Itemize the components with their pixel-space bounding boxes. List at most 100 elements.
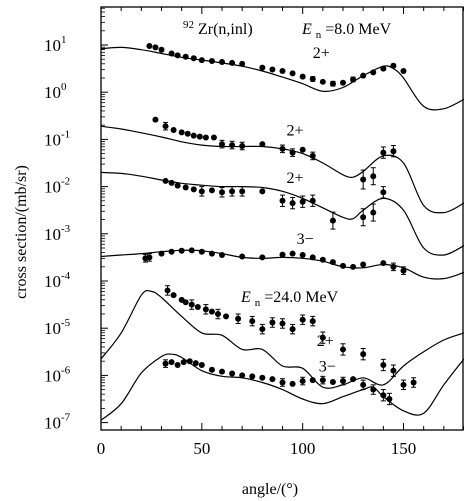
y-tick-label: 10-4: [44, 270, 71, 291]
data-point: [390, 367, 397, 374]
data-point: [319, 334, 326, 341]
data-point: [219, 58, 225, 65]
data-point: [410, 379, 417, 386]
data-point: [380, 149, 387, 156]
data-point: [329, 217, 336, 224]
data-point: [279, 67, 286, 74]
data-point: [192, 360, 199, 367]
energy-value: =8.0 MeV: [325, 21, 391, 38]
data-point: [259, 141, 266, 148]
data-point: [309, 75, 316, 82]
data-point: [340, 262, 346, 269]
data-point: [170, 292, 177, 299]
data-point: [194, 303, 201, 310]
data-point: [174, 362, 181, 369]
energy-symbol: E: [301, 21, 312, 38]
energy-subscript: n: [255, 297, 261, 309]
data-point: [309, 254, 316, 261]
data-point: [309, 152, 316, 159]
data-point: [162, 360, 169, 367]
series-label: 3−: [297, 231, 314, 248]
energy-value: =24.0 MeV: [264, 289, 338, 306]
data-point: [174, 52, 181, 59]
y-tick-label: 101: [44, 34, 67, 55]
data-point: [319, 377, 326, 384]
data-point: [249, 318, 256, 325]
y-tick-label: 10-6: [44, 364, 71, 385]
data-point: [202, 134, 209, 141]
data-point: [279, 145, 286, 152]
y-tick-label: 10-2: [44, 176, 70, 197]
data-point: [390, 62, 397, 69]
data-point: [289, 149, 296, 156]
data-point: [168, 359, 175, 366]
data-point: [279, 197, 286, 204]
data-point: [168, 50, 175, 57]
data-point: [182, 53, 189, 60]
series-label: 2+: [287, 170, 304, 187]
data-point: [182, 184, 189, 191]
data-point: [196, 133, 203, 140]
data-point: [279, 379, 286, 386]
data-point: [400, 381, 407, 388]
data-point: [178, 247, 185, 254]
data-point: [214, 311, 221, 318]
data-point: [229, 59, 236, 66]
data-point: [162, 177, 169, 184]
data-point: [190, 186, 197, 193]
data-point: [219, 189, 225, 196]
data-point: [350, 76, 357, 83]
energy-label-bottom: E n =24.0 MeV: [240, 289, 339, 310]
data-point: [198, 362, 205, 369]
data-point: [235, 315, 242, 322]
data-point: [360, 214, 367, 221]
data-point: [309, 318, 316, 325]
x-tick-label: 0: [97, 439, 106, 458]
data-point: [208, 250, 215, 257]
data-point: [210, 134, 217, 141]
x-tick-label: 100: [290, 439, 316, 458]
y-tick-label: 10-7: [44, 412, 71, 433]
data-point: [269, 66, 276, 73]
data-point: [299, 378, 306, 385]
energy-symbol: E: [240, 289, 251, 306]
reaction-annotation: 92 Zr(n,inl): [183, 15, 253, 38]
data-point: [190, 55, 197, 62]
data-point: [299, 73, 306, 80]
data-point: [219, 252, 225, 259]
data-point: [259, 374, 266, 381]
data-point: [162, 123, 169, 130]
data-point: [239, 143, 246, 150]
data-point: [208, 187, 215, 194]
data-point: [146, 254, 153, 261]
data-point: [360, 72, 367, 79]
data-point: [350, 376, 357, 383]
data-point: [208, 308, 215, 315]
data-point: [289, 200, 296, 207]
series-curve: [100, 171, 464, 256]
data-point: [329, 80, 336, 87]
data-point: [360, 176, 367, 183]
data-point: [269, 376, 276, 383]
x-tick-label: 150: [391, 439, 417, 458]
data-point: [249, 373, 256, 380]
data-point: [190, 132, 197, 139]
data-point: [239, 60, 246, 67]
axis-ticks: 0 50 100 150 101 100 10-1 10-2 10-3 10-4 10-5 10-6 1…: [44, 7, 464, 458]
x-axis-label: angle/(°): [242, 481, 298, 498]
data-point: [289, 70, 296, 77]
data-point: [259, 64, 266, 71]
reaction-text: Zr(n,inl): [198, 21, 253, 38]
data-point: [259, 188, 266, 195]
data-point: [289, 380, 296, 387]
y-axis-label: cross section/(mb/sr): [13, 165, 30, 299]
data-point: [152, 44, 159, 51]
data-point: [198, 188, 205, 195]
data-points: [142, 42, 417, 406]
data-point: [299, 316, 306, 323]
series-labels: 2+ 2+ 2+ 3− 2+ 3−: [287, 45, 336, 375]
energy-subscript: n: [316, 29, 322, 41]
series-curve: [100, 353, 464, 421]
data-point: [239, 372, 246, 379]
